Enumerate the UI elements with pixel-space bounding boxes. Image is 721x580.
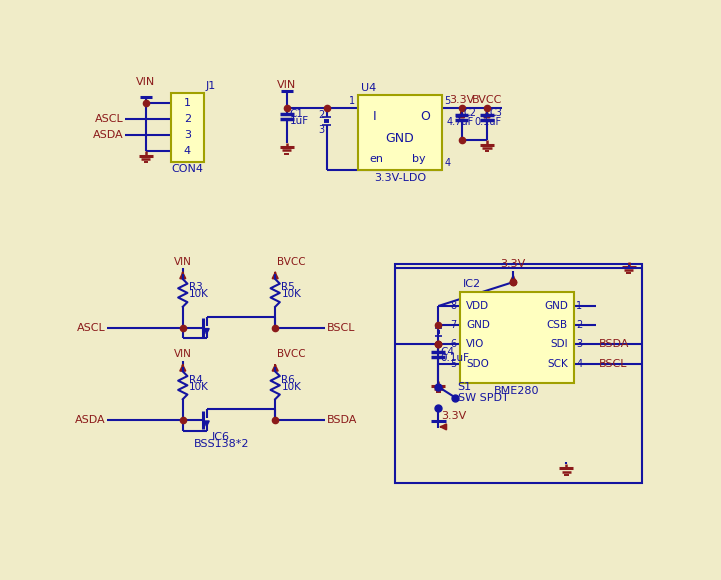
Text: GND: GND (544, 301, 568, 311)
Text: ASCL: ASCL (94, 114, 123, 124)
Text: 6: 6 (451, 339, 457, 350)
Text: VDD: VDD (466, 301, 490, 311)
Text: 3.3V: 3.3V (500, 259, 526, 269)
Text: R3: R3 (189, 282, 203, 292)
Text: VIN: VIN (277, 79, 296, 90)
Text: SCK: SCK (547, 359, 568, 369)
Text: 4: 4 (576, 359, 583, 369)
Text: 3: 3 (576, 339, 583, 350)
Text: BSCL: BSCL (327, 322, 355, 332)
Text: 10K: 10K (281, 382, 301, 392)
Text: BSDA: BSDA (327, 415, 357, 425)
Text: CSB: CSB (547, 320, 568, 330)
Text: 2: 2 (318, 110, 324, 120)
Text: 7: 7 (451, 320, 457, 330)
Text: ASDA: ASDA (93, 130, 123, 140)
Text: J1: J1 (205, 81, 216, 91)
Text: O: O (420, 110, 430, 123)
Text: 4.7uF: 4.7uF (447, 117, 474, 127)
Text: 4: 4 (184, 146, 191, 156)
Text: GND: GND (466, 320, 490, 330)
Bar (172, 93, 203, 162)
Text: 10K: 10K (281, 289, 301, 299)
Text: R5: R5 (281, 282, 295, 292)
Text: 0.1uF: 0.1uF (441, 353, 470, 363)
Text: ASCL: ASCL (77, 322, 106, 332)
Text: 3.3V: 3.3V (441, 411, 466, 420)
Text: 8: 8 (451, 301, 457, 311)
Text: 1: 1 (349, 96, 355, 106)
Text: VIN: VIN (174, 257, 192, 267)
Text: 0.1uF: 0.1uF (474, 117, 502, 127)
Text: 4: 4 (445, 158, 451, 168)
Text: 3: 3 (184, 130, 191, 140)
Text: 2: 2 (576, 320, 583, 330)
Text: 5: 5 (451, 359, 457, 369)
Text: GND: GND (386, 132, 415, 146)
Text: en: en (370, 154, 384, 164)
Text: 3.3V-LDO: 3.3V-LDO (374, 173, 426, 183)
Text: 3.3V: 3.3V (449, 95, 474, 105)
Text: 10K: 10K (189, 382, 209, 392)
Text: BME280: BME280 (494, 386, 540, 396)
Text: 10K: 10K (189, 289, 209, 299)
Text: 3: 3 (319, 125, 324, 135)
Text: C3: C3 (490, 108, 502, 118)
Text: BSCL: BSCL (598, 359, 627, 369)
Text: IC6: IC6 (212, 432, 230, 441)
Text: 2: 2 (184, 114, 191, 124)
Bar (460, 292, 574, 383)
Text: SDO: SDO (466, 359, 489, 369)
Bar (394, 264, 642, 483)
Text: BSDA: BSDA (598, 339, 629, 350)
Text: I: I (373, 110, 376, 123)
Text: C1: C1 (290, 109, 304, 119)
Text: BVCC: BVCC (278, 349, 306, 359)
Text: 1: 1 (184, 97, 191, 108)
Text: SW SPDT: SW SPDT (458, 393, 508, 403)
Text: C4: C4 (441, 347, 455, 357)
Text: C2: C2 (464, 108, 477, 118)
Text: VIO: VIO (466, 339, 485, 350)
Text: IC2: IC2 (463, 279, 481, 289)
Text: 5: 5 (444, 96, 450, 106)
Text: CON4: CON4 (172, 164, 203, 175)
Text: 1: 1 (576, 301, 583, 311)
Text: R6: R6 (281, 375, 295, 385)
Text: U4: U4 (360, 83, 376, 93)
Text: SDI: SDI (550, 339, 568, 350)
Text: BVCC: BVCC (278, 257, 306, 267)
Bar (358, 95, 442, 170)
Text: ASDA: ASDA (75, 415, 106, 425)
Text: 1uF: 1uF (290, 116, 309, 126)
Text: R4: R4 (189, 375, 203, 385)
Text: by: by (412, 154, 426, 164)
Text: VIN: VIN (174, 349, 192, 359)
Text: VIN: VIN (136, 77, 156, 88)
Text: S1: S1 (458, 382, 472, 392)
Text: BVCC: BVCC (472, 95, 502, 105)
Text: BSS138*2: BSS138*2 (193, 439, 249, 449)
